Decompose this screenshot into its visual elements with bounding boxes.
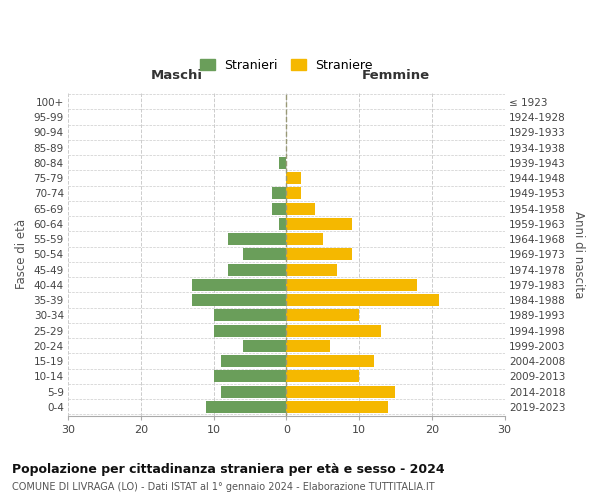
Bar bbox=[286, 386, 395, 398]
Bar bbox=[286, 324, 381, 336]
Bar bbox=[286, 188, 301, 200]
Bar bbox=[286, 248, 352, 260]
Bar bbox=[214, 324, 286, 336]
Bar bbox=[286, 233, 323, 245]
Bar bbox=[191, 294, 286, 306]
Bar bbox=[191, 279, 286, 291]
Bar bbox=[286, 202, 316, 214]
Bar bbox=[286, 370, 359, 382]
Y-axis label: Anni di nascita: Anni di nascita bbox=[572, 210, 585, 298]
Text: Femmine: Femmine bbox=[361, 69, 430, 82]
Legend: Stranieri, Straniere: Stranieri, Straniere bbox=[194, 54, 378, 76]
Bar bbox=[286, 355, 374, 367]
Bar bbox=[279, 157, 286, 169]
Bar bbox=[279, 218, 286, 230]
Text: COMUNE DI LIVRAGA (LO) - Dati ISTAT al 1° gennaio 2024 - Elaborazione TUTTITALIA: COMUNE DI LIVRAGA (LO) - Dati ISTAT al 1… bbox=[12, 482, 434, 492]
Bar bbox=[228, 264, 286, 276]
Bar bbox=[286, 264, 337, 276]
Bar bbox=[272, 202, 286, 214]
Bar bbox=[286, 218, 352, 230]
Bar bbox=[286, 172, 301, 184]
Bar bbox=[286, 310, 359, 322]
Bar bbox=[228, 233, 286, 245]
Bar bbox=[214, 310, 286, 322]
Bar bbox=[286, 340, 330, 352]
Bar bbox=[286, 401, 388, 413]
Bar bbox=[286, 294, 439, 306]
Bar bbox=[272, 188, 286, 200]
Bar bbox=[242, 248, 286, 260]
Bar bbox=[221, 355, 286, 367]
Bar bbox=[206, 401, 286, 413]
Bar bbox=[286, 279, 418, 291]
Bar bbox=[221, 386, 286, 398]
Text: Maschi: Maschi bbox=[151, 69, 203, 82]
Text: Popolazione per cittadinanza straniera per età e sesso - 2024: Popolazione per cittadinanza straniera p… bbox=[12, 462, 445, 475]
Bar bbox=[214, 370, 286, 382]
Y-axis label: Fasce di età: Fasce di età bbox=[15, 219, 28, 290]
Bar bbox=[242, 340, 286, 352]
